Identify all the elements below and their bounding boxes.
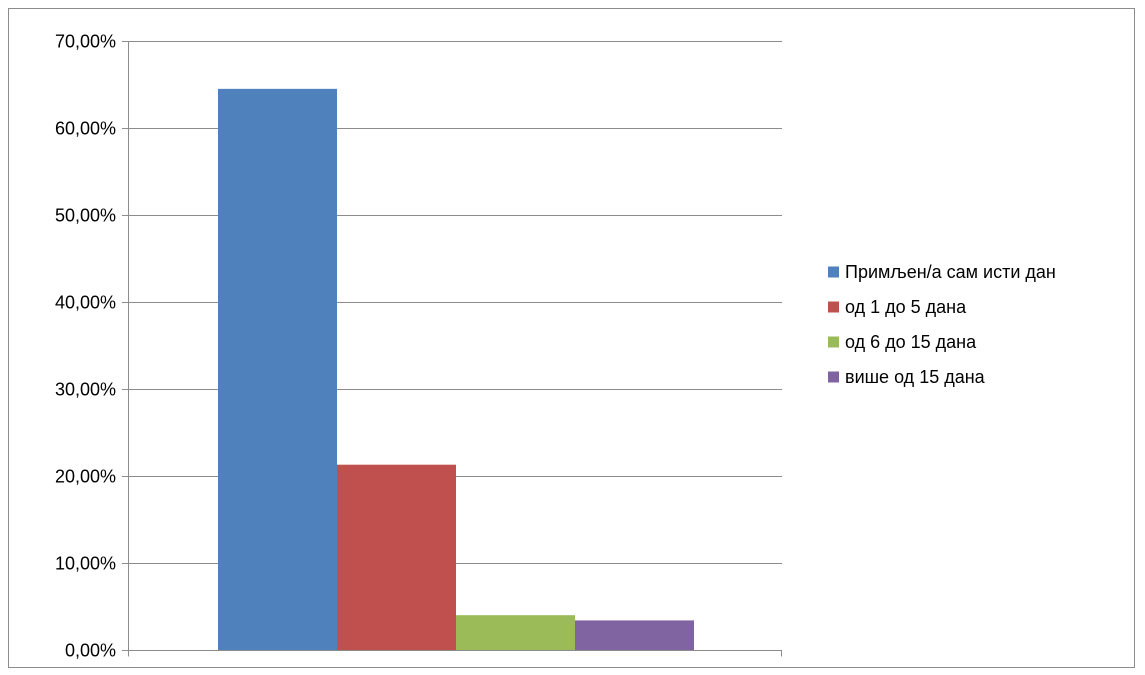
legend-label-4: више од 15 дана <box>845 367 986 387</box>
y-tick-label: 0,00% <box>65 641 116 661</box>
legend-swatch-1 <box>828 266 839 278</box>
bar-3 <box>456 615 575 650</box>
legend-label-3: од 6 до 15 дана <box>845 332 977 352</box>
y-tick-label: 10,00% <box>55 554 116 574</box>
bar-1 <box>218 88 337 651</box>
chart-frame <box>8 8 1135 668</box>
y-tick-label: 70,00% <box>55 32 116 52</box>
legend-label-2: од 1 до 5 дана <box>845 297 967 317</box>
y-tick-label: 40,00% <box>55 293 116 313</box>
legend-swatch-2 <box>828 301 839 313</box>
legend-swatch-4 <box>828 371 839 383</box>
bar-4 <box>575 620 694 650</box>
y-tick-label: 20,00% <box>55 467 116 487</box>
y-tick-label: 50,00% <box>55 206 116 226</box>
legend-label-1: Примљен/а сам исти дан <box>845 262 1056 282</box>
y-tick-label: 30,00% <box>55 380 116 400</box>
y-tick-label: 60,00% <box>55 119 116 139</box>
legend-swatch-3 <box>828 336 839 348</box>
bar-2 <box>337 464 456 650</box>
